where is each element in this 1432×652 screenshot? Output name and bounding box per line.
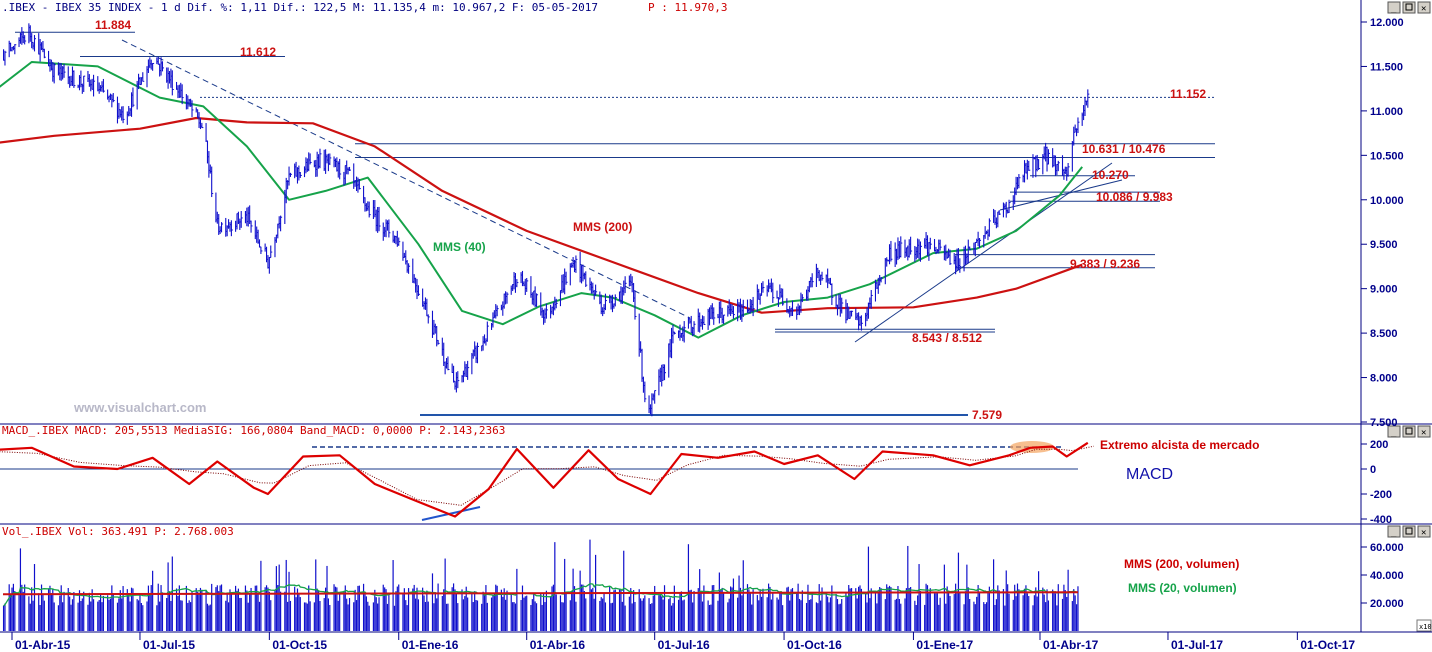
vol-corner-label: x10 xyxy=(1419,623,1432,631)
vol-mms20-line xyxy=(3,583,1079,607)
svg-text:✕: ✕ xyxy=(1421,4,1426,14)
svg-text:_: _ xyxy=(1391,528,1397,538)
vol-mms200-label: MMS (200, volumen) xyxy=(1124,557,1239,571)
x-tick-label: 01-Abr-16 xyxy=(530,638,586,652)
x-tick-label: 01-Oct-17 xyxy=(1300,638,1355,652)
x-tick-label: 01-Abr-15 xyxy=(15,638,71,652)
price-header: .IBEX - IBEX 35 INDEX - 1 d Dif. %: 1,11… xyxy=(2,1,598,14)
macd-tick-label: -200 xyxy=(1370,489,1392,501)
macd-extremo-label: Extremo alcista de mercado xyxy=(1100,438,1259,452)
mms200-label: MMS (200) xyxy=(573,220,632,234)
macd-title-label: MACD xyxy=(1126,466,1173,483)
price-tick-label: 8.000 xyxy=(1370,373,1398,385)
level-label: 7.579 xyxy=(972,408,1002,422)
macd-tick-label: 0 xyxy=(1370,464,1376,476)
price-tick-label: 11.000 xyxy=(1370,106,1403,118)
price-tick-label: 12.000 xyxy=(1370,17,1404,29)
macd-line xyxy=(0,441,1089,518)
price-tick-label: 10.000 xyxy=(1370,195,1404,207)
macd-window-buttons[interactable]: _ ✕ xyxy=(1387,425,1431,438)
level-label: 10.631 / 10.476 xyxy=(1082,142,1166,156)
svg-text:_: _ xyxy=(1391,428,1397,438)
level-label: 8.543 / 8.512 xyxy=(912,331,982,345)
price-tick-label: 9.500 xyxy=(1370,239,1398,251)
svg-text:_: _ xyxy=(1391,4,1397,14)
x-tick-label: 01-Jul-17 xyxy=(1171,638,1223,652)
vol-tick-label: 60.000 xyxy=(1370,542,1404,554)
downtrend-line xyxy=(121,39,691,319)
x-tick-label: 01-Jul-16 xyxy=(658,638,710,652)
vol-mms20-label: MMS (20, volumen) xyxy=(1128,581,1237,595)
volume-window-buttons[interactable]: _ ✕ xyxy=(1387,525,1431,538)
volume-header: Vol_.IBEX Vol: 363.491 P: 2.768.003 xyxy=(2,525,234,538)
x-tick-label: 01-Oct-16 xyxy=(787,638,842,652)
price-tick-label: 11.500 xyxy=(1370,61,1403,73)
macd-tick-label: -400 xyxy=(1370,514,1392,526)
price-tick-label: 9.000 xyxy=(1370,284,1398,296)
level-label: 9.383 / 9.236 xyxy=(1070,257,1140,271)
watermark: www.visualchart.com xyxy=(73,400,206,415)
price-tick-label: 8.500 xyxy=(1370,328,1398,340)
level-label: 11.152 xyxy=(1170,87,1206,101)
price-tick-label: 7.500 xyxy=(1370,417,1398,429)
macd-header: MACD_.IBEX MACD: 205,5513 MediaSIG: 166,… xyxy=(2,424,505,437)
svg-text:✕: ✕ xyxy=(1421,428,1426,438)
vol-tick-label: 40.000 xyxy=(1370,570,1404,582)
mms40-label: MMS (40) xyxy=(433,240,486,254)
level-label: 11.884 xyxy=(95,18,131,32)
price-header-p: P : 11.970,3 xyxy=(648,1,727,14)
macd-divergence-line xyxy=(421,506,481,521)
ma200-line xyxy=(0,116,1083,314)
x-tick-label: 01-Jul-15 xyxy=(143,638,195,652)
level-label: 10.270 xyxy=(1092,168,1129,182)
macd-tick-label: 200 xyxy=(1370,439,1388,451)
svg-text:✕: ✕ xyxy=(1421,528,1426,538)
x-tick-label: 01-Oct-15 xyxy=(272,638,327,652)
level-label: 10.086 / 9.983 xyxy=(1096,190,1173,204)
x-tick-label: 01-Abr-17 xyxy=(1043,638,1099,652)
price-window-buttons[interactable]: _ ✕ xyxy=(1387,1,1431,14)
price-tick-label: 10.500 xyxy=(1370,150,1404,162)
x-tick-label: 01-Ene-16 xyxy=(402,638,459,652)
vol-tick-label: 20.000 xyxy=(1370,598,1404,610)
vol-mms200-line xyxy=(2,591,1079,596)
x-tick-label: 01-Ene-17 xyxy=(916,638,973,652)
level-label: 11.612 xyxy=(240,45,276,59)
